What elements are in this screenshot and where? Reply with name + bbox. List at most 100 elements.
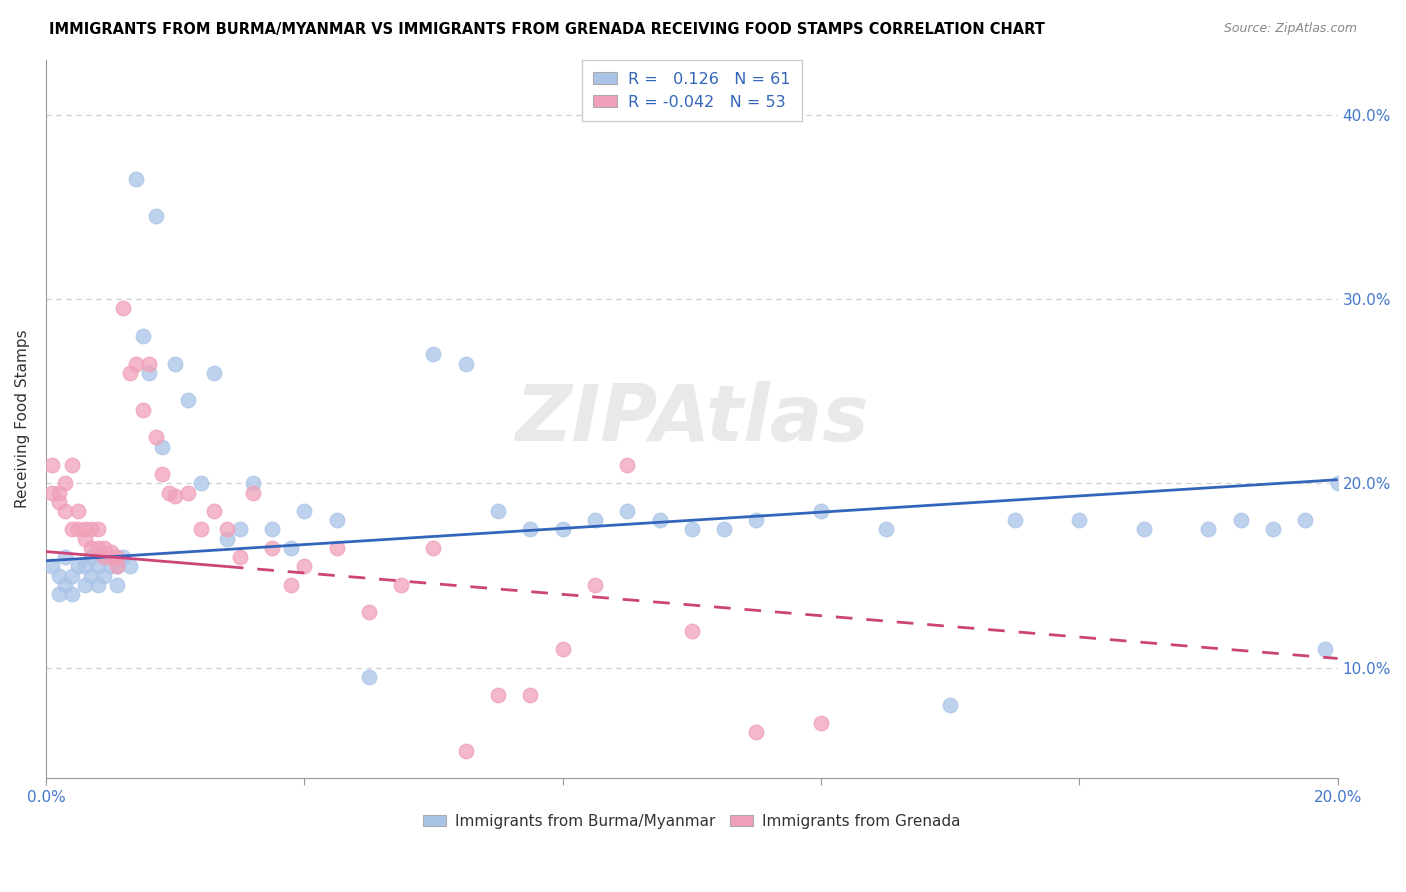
- Point: [280, 578, 302, 592]
- Point: [48, 495, 70, 509]
- Point: [583, 513, 606, 527]
- Point: [138, 357, 160, 371]
- Point: [86, 541, 108, 555]
- Point: [150, 440, 173, 454]
- Point: [1294, 513, 1316, 527]
- Point: [165, 489, 187, 503]
- Point: [1133, 523, 1156, 537]
- Point: [93, 550, 115, 565]
- Point: [105, 578, 128, 592]
- Point: [93, 541, 115, 555]
- Point: [745, 725, 768, 739]
- Point: [125, 357, 148, 371]
- Point: [105, 559, 128, 574]
- Point: [681, 523, 703, 537]
- Text: Source: ZipAtlas.com: Source: ZipAtlas.com: [1223, 22, 1357, 36]
- Point: [325, 513, 347, 527]
- Point: [260, 541, 283, 555]
- Point: [202, 504, 225, 518]
- Point: [73, 559, 96, 574]
- Point: [80, 550, 103, 565]
- Point: [1326, 476, 1348, 491]
- Point: [112, 550, 135, 565]
- Point: [422, 347, 444, 361]
- Point: [93, 550, 115, 565]
- Point: [118, 559, 141, 574]
- Point: [67, 504, 90, 518]
- Point: [1229, 513, 1251, 527]
- Point: [519, 688, 541, 702]
- Point: [105, 550, 128, 565]
- Point: [112, 301, 135, 316]
- Point: [551, 523, 574, 537]
- Point: [93, 568, 115, 582]
- Point: [41, 559, 63, 574]
- Point: [810, 715, 832, 730]
- Point: [80, 568, 103, 582]
- Point: [157, 485, 180, 500]
- Point: [519, 523, 541, 537]
- Point: [1261, 523, 1284, 537]
- Point: [73, 523, 96, 537]
- Point: [80, 541, 103, 555]
- Point: [810, 504, 832, 518]
- Point: [202, 366, 225, 380]
- Point: [280, 541, 302, 555]
- Point: [100, 550, 122, 565]
- Point: [242, 485, 264, 500]
- Point: [648, 513, 671, 527]
- Point: [177, 393, 200, 408]
- Point: [177, 485, 200, 500]
- Point: [53, 476, 76, 491]
- Point: [60, 458, 83, 472]
- Point: [145, 430, 167, 444]
- Point: [132, 402, 155, 417]
- Point: [67, 523, 90, 537]
- Point: [53, 550, 76, 565]
- Point: [132, 329, 155, 343]
- Point: [357, 670, 380, 684]
- Point: [86, 559, 108, 574]
- Point: [228, 550, 250, 565]
- Point: [357, 606, 380, 620]
- Point: [389, 578, 412, 592]
- Text: ZIPAtlas: ZIPAtlas: [515, 381, 869, 457]
- Point: [551, 642, 574, 657]
- Point: [422, 541, 444, 555]
- Point: [486, 688, 509, 702]
- Point: [260, 523, 283, 537]
- Point: [875, 523, 897, 537]
- Point: [145, 209, 167, 223]
- Point: [150, 467, 173, 482]
- Point: [100, 559, 122, 574]
- Point: [48, 568, 70, 582]
- Point: [713, 523, 735, 537]
- Point: [138, 366, 160, 380]
- Point: [67, 559, 90, 574]
- Point: [86, 523, 108, 537]
- Point: [325, 541, 347, 555]
- Point: [80, 523, 103, 537]
- Point: [73, 532, 96, 546]
- Point: [41, 458, 63, 472]
- Point: [583, 578, 606, 592]
- Point: [292, 504, 315, 518]
- Point: [48, 587, 70, 601]
- Point: [1198, 523, 1220, 537]
- Point: [454, 743, 477, 757]
- Y-axis label: Receiving Food Stamps: Receiving Food Stamps: [15, 330, 30, 508]
- Point: [73, 578, 96, 592]
- Legend: Immigrants from Burma/Myanmar, Immigrants from Grenada: Immigrants from Burma/Myanmar, Immigrant…: [416, 808, 967, 835]
- Point: [48, 485, 70, 500]
- Point: [486, 504, 509, 518]
- Point: [215, 523, 238, 537]
- Text: IMMIGRANTS FROM BURMA/MYANMAR VS IMMIGRANTS FROM GRENADA RECEIVING FOOD STAMPS C: IMMIGRANTS FROM BURMA/MYANMAR VS IMMIGRA…: [49, 22, 1045, 37]
- Point: [125, 172, 148, 186]
- Point: [118, 366, 141, 380]
- Point: [100, 544, 122, 558]
- Point: [105, 559, 128, 574]
- Point: [41, 485, 63, 500]
- Point: [53, 578, 76, 592]
- Point: [60, 523, 83, 537]
- Point: [292, 559, 315, 574]
